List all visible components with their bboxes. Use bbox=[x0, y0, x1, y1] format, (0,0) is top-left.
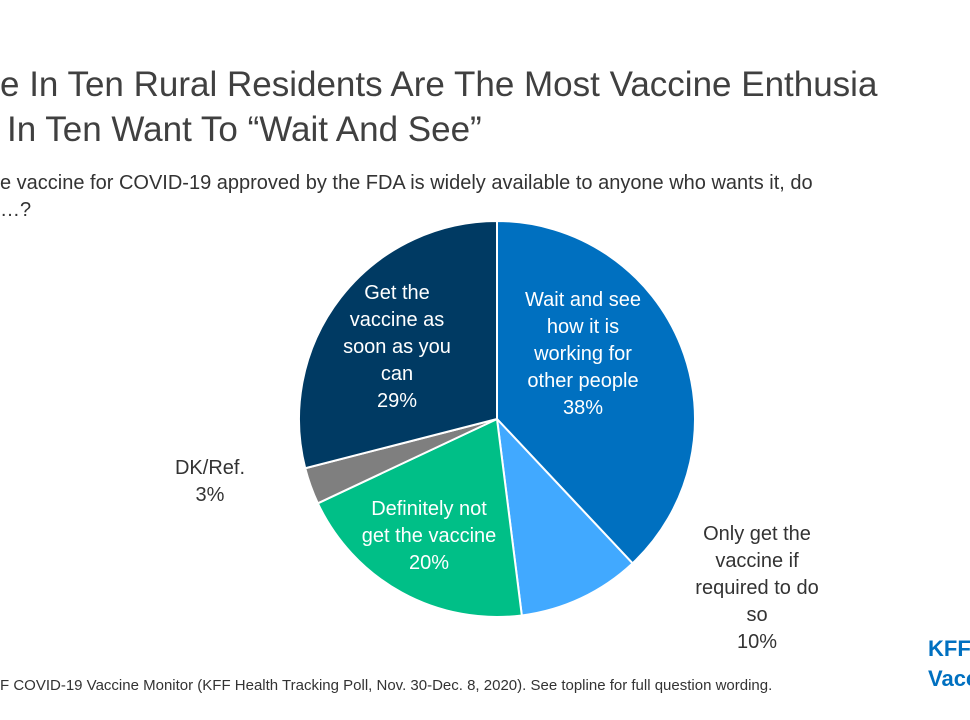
slice-category-label: other people bbox=[527, 370, 638, 392]
slice-value-label: 20% bbox=[409, 552, 449, 574]
slice-label: Get the vaccine as soon as you can 29% bbox=[343, 282, 451, 412]
chart-title: e In Ten Rural Residents Are The Most Va… bbox=[0, 62, 970, 152]
pie-slice bbox=[496, 219, 697, 565]
slice-value-label: 38% bbox=[563, 397, 603, 419]
slice-category-label: DK/Ref. bbox=[175, 457, 245, 479]
slice-value-label: 10% bbox=[737, 631, 777, 653]
source-note: F COVID-19 Vaccine Monitor (KFF Health T… bbox=[0, 677, 773, 694]
survey-question: e vaccine for COVID-19 approved by the F… bbox=[0, 170, 970, 224]
kff-logo[interactable]: KFF Vacc bbox=[928, 634, 970, 694]
slice-label: DK/Ref. 3% bbox=[175, 457, 245, 506]
slice-category-label: Wait and see bbox=[525, 289, 641, 311]
slice-category-label: get the vaccine bbox=[362, 525, 497, 547]
slice-category-label: soon as you bbox=[343, 336, 451, 358]
survey-question-line: e vaccine for COVID-19 approved by the F… bbox=[0, 172, 813, 194]
slice-category-label: Only get the bbox=[703, 523, 811, 545]
slice-category-label: working for bbox=[533, 343, 632, 365]
pie-slice bbox=[298, 219, 498, 470]
slice-category-label: how it is bbox=[547, 316, 619, 338]
slice-category-label: vaccine as bbox=[350, 309, 445, 331]
pie-slice bbox=[316, 417, 523, 618]
slice-value-label: 29% bbox=[377, 390, 417, 412]
pie-slice bbox=[495, 416, 634, 617]
logo-line: KFF bbox=[928, 636, 970, 661]
slice-value-label: 3% bbox=[196, 484, 225, 506]
slice-label: Definitely not get the vaccine 20% bbox=[362, 498, 497, 574]
slice-label: Wait and see how it is working for other pe… bbox=[525, 289, 641, 419]
logo-line: Vacc bbox=[928, 666, 970, 691]
slice-category-label: required to do bbox=[695, 577, 818, 599]
slice-category-label: so bbox=[746, 604, 767, 626]
chart-title-line: e In Ten Rural Residents Are The Most Va… bbox=[0, 65, 878, 104]
slice-label: Only get the vaccine if required to do so 10… bbox=[695, 523, 818, 653]
survey-question-line: …? bbox=[0, 199, 32, 221]
slice-category-label: vaccine if bbox=[715, 550, 799, 572]
slice-category-label: can bbox=[381, 363, 413, 385]
chart-title-line: In Ten Want To “Wait And See” bbox=[7, 110, 482, 149]
slice-category-label: Definitely not bbox=[371, 498, 487, 520]
slice-category-label: Get the bbox=[364, 282, 430, 304]
